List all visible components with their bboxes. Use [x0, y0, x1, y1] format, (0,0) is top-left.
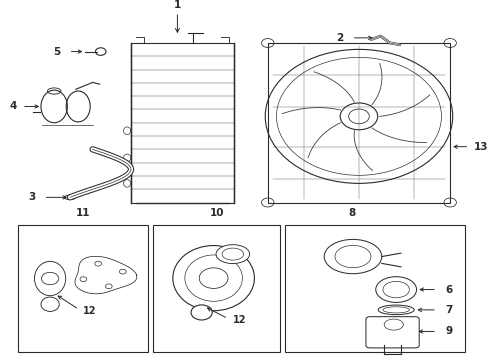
Text: 12: 12 [83, 306, 96, 316]
Text: 11: 11 [76, 208, 90, 218]
Text: 7: 7 [445, 305, 453, 315]
Text: 13: 13 [474, 142, 489, 152]
Text: 4: 4 [10, 102, 17, 112]
Circle shape [340, 103, 378, 130]
Text: 1: 1 [174, 0, 181, 10]
FancyBboxPatch shape [366, 317, 419, 348]
Ellipse shape [64, 195, 76, 199]
Text: 5: 5 [53, 46, 60, 57]
Text: 6: 6 [445, 284, 453, 294]
Ellipse shape [41, 297, 59, 311]
Text: 12: 12 [233, 315, 247, 325]
Bar [18, 225, 148, 352]
Bar [268, 43, 450, 203]
Bar [285, 225, 465, 352]
Text: 10: 10 [210, 208, 224, 218]
Ellipse shape [34, 261, 66, 296]
Text: 8: 8 [348, 208, 355, 218]
Circle shape [191, 305, 212, 320]
Circle shape [42, 272, 59, 285]
Ellipse shape [324, 239, 382, 274]
Ellipse shape [378, 305, 414, 315]
Ellipse shape [173, 246, 254, 311]
Text: 2: 2 [336, 33, 343, 43]
Ellipse shape [383, 307, 409, 313]
Ellipse shape [384, 319, 403, 330]
Text: 3: 3 [28, 192, 35, 202]
Ellipse shape [376, 277, 416, 302]
Circle shape [199, 268, 228, 288]
Bar [152, 225, 280, 352]
Ellipse shape [216, 245, 249, 264]
Text: 9: 9 [445, 327, 453, 337]
